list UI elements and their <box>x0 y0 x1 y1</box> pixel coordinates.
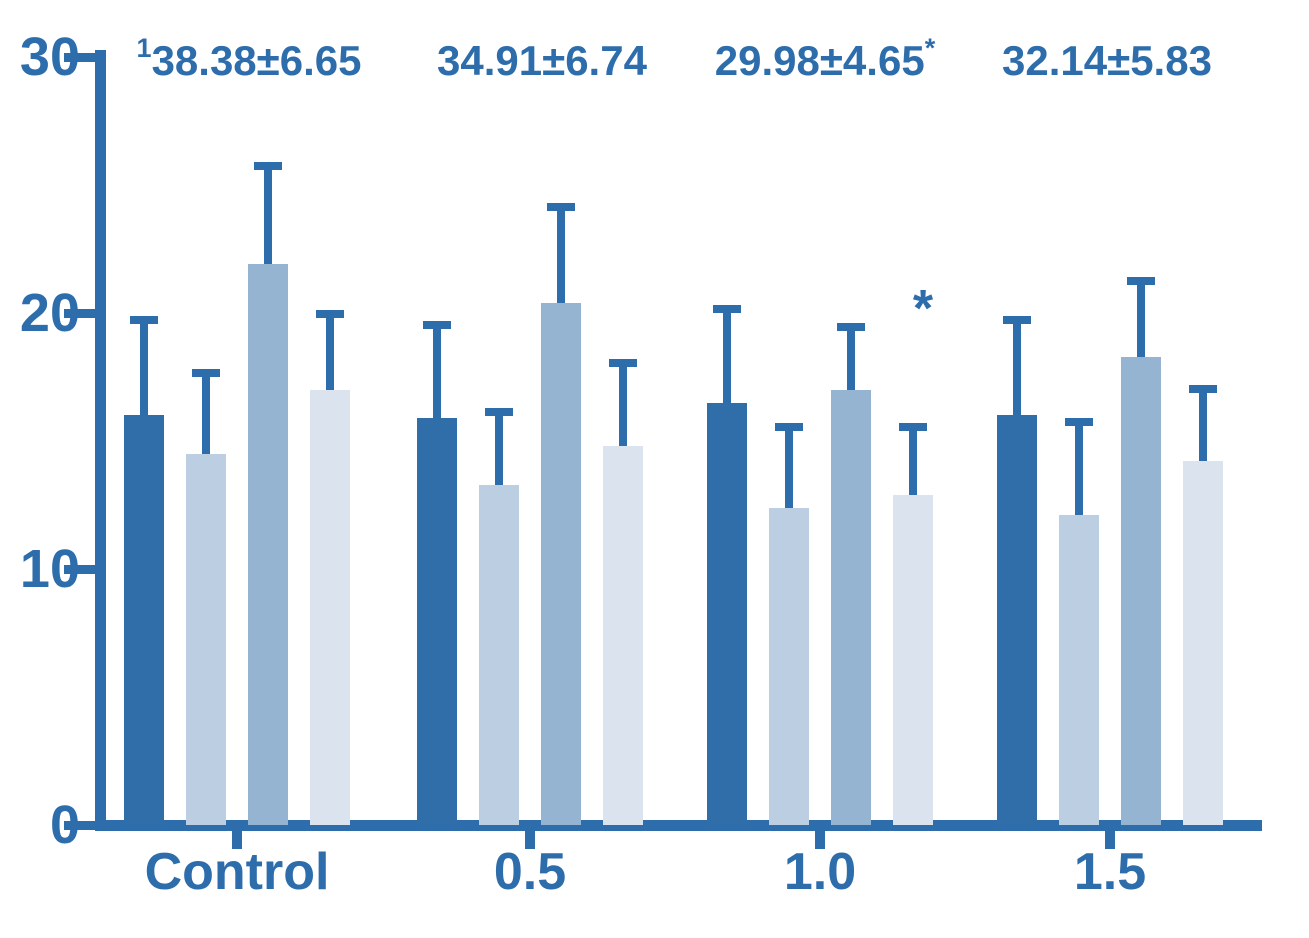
error-bar-line <box>433 320 441 422</box>
bar <box>769 507 809 825</box>
bar <box>417 417 457 825</box>
bar <box>310 389 350 825</box>
x-tick-label-1.5: 1.5 <box>1073 843 1147 901</box>
bar <box>1121 356 1161 825</box>
y-axis-tick <box>64 821 96 830</box>
x-tick-label-0.5: 0.5 <box>493 843 567 901</box>
x-axis-line <box>95 820 1262 831</box>
error-bar-cap <box>1189 384 1217 393</box>
error-bar-line <box>202 369 210 458</box>
error-bar-cap <box>1127 277 1155 286</box>
x-axis-tick <box>525 826 535 849</box>
annotation-text: 38.38±6.65 <box>151 37 362 84</box>
error-bar-line <box>909 423 917 499</box>
significance-star: * <box>912 280 934 338</box>
bar <box>707 402 747 825</box>
error-bar-line <box>1137 277 1145 361</box>
error-bar-cap <box>775 423 803 432</box>
x-tick-label-control: Control <box>144 843 330 901</box>
error-bar-line <box>1013 315 1021 420</box>
annotation-text: 34.91±6.74 <box>437 37 647 84</box>
annotation-superscript: 1 <box>136 33 152 63</box>
error-bar-cap <box>423 320 451 329</box>
y-axis-tick <box>64 53 96 62</box>
error-bar-line <box>495 407 503 489</box>
error-bar-line <box>619 359 627 451</box>
group-annotation-1.0: 29.98±4.65* <box>605 35 1045 84</box>
error-bar-cap <box>609 359 637 368</box>
annotation-text: 29.98±4.65 <box>714 37 925 84</box>
x-axis-tick <box>815 826 825 849</box>
x-axis-tick <box>1105 826 1115 849</box>
error-bar-line <box>1075 417 1083 520</box>
group-annotation-0.5: 34.91±6.74 <box>322 38 762 84</box>
error-bar-line <box>723 305 731 407</box>
bar <box>997 415 1037 825</box>
bar <box>1059 515 1099 825</box>
error-bar-cap <box>547 202 575 211</box>
error-bar-cap <box>713 305 741 314</box>
bar <box>124 415 164 825</box>
error-bar-line <box>847 323 855 394</box>
error-bar-cap <box>254 161 282 170</box>
bar <box>248 264 288 825</box>
error-bar-cap <box>1065 417 1093 426</box>
y-axis-tick <box>64 309 96 318</box>
x-tick-label-1.0: 1.0 <box>783 843 857 901</box>
error-bar-cap <box>192 369 220 378</box>
bar <box>479 484 519 825</box>
error-bar-line <box>1199 384 1207 466</box>
y-axis-line <box>95 50 106 831</box>
group-annotation-1.5: 32.14±5.83 <box>887 38 1309 84</box>
error-bar-line <box>326 310 334 394</box>
error-bar-cap <box>316 310 344 319</box>
error-bar-line <box>264 161 272 269</box>
error-bar-cap <box>130 315 158 324</box>
bar <box>186 453 226 825</box>
error-bar-cap <box>837 323 865 332</box>
y-axis-tick <box>64 565 96 574</box>
annotation-superscript: * <box>924 33 936 63</box>
bar <box>893 494 933 825</box>
error-bar-line <box>785 423 793 512</box>
group-annotation-control: 138.38±6.65 <box>29 35 469 84</box>
error-bar-cap <box>485 407 513 416</box>
bar <box>831 389 871 825</box>
error-bar-line <box>557 202 565 307</box>
error-bar-line <box>140 315 148 420</box>
error-bar-cap <box>899 423 927 432</box>
bar <box>1183 461 1223 825</box>
annotation-text: 32.14±5.83 <box>1002 37 1212 84</box>
bar <box>541 302 581 825</box>
bar <box>603 446 643 825</box>
error-bar-cap <box>1003 315 1031 324</box>
x-axis-tick <box>232 826 242 849</box>
